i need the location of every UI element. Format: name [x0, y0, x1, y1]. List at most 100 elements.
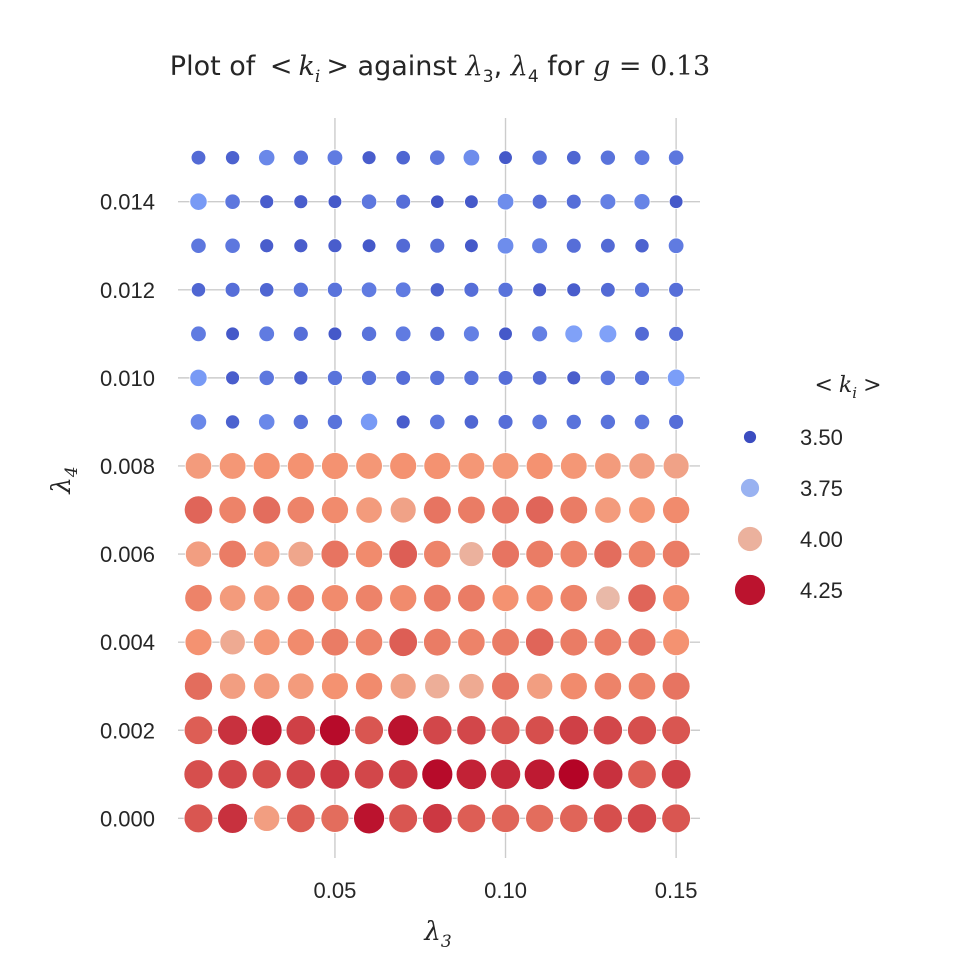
data-point: [559, 495, 588, 525]
y-tick-label: 0.002: [100, 718, 155, 743]
data-point: [497, 414, 514, 430]
data-point: [190, 325, 207, 343]
data-point: [217, 714, 249, 746]
data-point: [633, 149, 651, 166]
data-point: [593, 672, 622, 701]
data-point: [599, 413, 616, 430]
data-point: [326, 369, 343, 386]
data-point: [361, 369, 378, 386]
data-point: [525, 539, 554, 569]
data-point: [458, 541, 485, 567]
data-point: [668, 194, 684, 209]
data-point: [183, 759, 214, 790]
data-point: [360, 281, 378, 299]
data-point: [497, 281, 514, 298]
data-point: [668, 414, 684, 430]
data-point: [668, 149, 685, 166]
data-point: [463, 325, 480, 343]
data-point: [531, 193, 548, 210]
data-point: [627, 627, 657, 657]
data-point: [293, 238, 309, 254]
data-point: [429, 369, 446, 386]
data-point: [389, 672, 417, 700]
data-point: [253, 672, 281, 700]
data-point: [395, 150, 411, 166]
legend: < ki > 3.50 3.75 4.00 4.25: [734, 373, 882, 606]
data-point: [593, 627, 623, 657]
data-point: [253, 804, 281, 832]
data-point: [525, 495, 555, 525]
data-point: [532, 282, 548, 298]
data-point: [661, 671, 691, 701]
data-point: [599, 149, 616, 166]
data-point: [626, 803, 658, 834]
data-point: [565, 193, 582, 210]
data-point: [661, 803, 691, 834]
data-point: [218, 584, 247, 612]
data-point: [662, 628, 690, 657]
data-point: [599, 193, 617, 211]
data-point: [490, 715, 521, 746]
legend-label: 4.00: [800, 527, 843, 552]
legend-title: < ki >: [814, 373, 881, 402]
data-point: [292, 413, 309, 430]
data-point: [557, 758, 590, 791]
data-point: [259, 282, 275, 298]
data-point: [286, 584, 315, 613]
data-point: [627, 672, 657, 701]
data-point: [184, 540, 212, 568]
data-point: [463, 369, 480, 386]
data-point: [560, 452, 588, 480]
x-tick-label: 0.15: [655, 878, 698, 903]
data-point: [666, 368, 686, 388]
data-point: [628, 496, 656, 524]
data-point: [190, 282, 207, 298]
data-point: [219, 672, 247, 700]
data-point: [387, 714, 420, 747]
data-point: [668, 325, 684, 342]
data-point: [531, 325, 548, 343]
data-point: [389, 452, 418, 480]
data-point: [258, 413, 276, 431]
data-point: [429, 413, 446, 431]
data-point: [292, 325, 309, 342]
data-point: [660, 759, 692, 790]
data-point: [285, 715, 317, 746]
data-point: [327, 326, 343, 342]
data-point: [634, 326, 650, 342]
data-point: [326, 149, 344, 166]
data-point: [498, 150, 513, 165]
data-point: [224, 281, 241, 298]
data-point: [389, 496, 417, 524]
data-point: [559, 584, 588, 613]
data-point: [422, 495, 452, 525]
y-tick-label: 0.006: [100, 542, 155, 567]
data-point: [525, 627, 555, 657]
data-point: [559, 627, 588, 657]
data-point: [523, 758, 556, 791]
data-point: [287, 540, 315, 568]
data-point: [224, 193, 241, 210]
data-point: [293, 370, 309, 386]
data-point: [217, 802, 249, 834]
data-point: [463, 281, 480, 298]
data-point: [491, 584, 520, 612]
data-point: [189, 368, 208, 387]
data-point: [286, 452, 315, 480]
data-point: [423, 583, 452, 613]
data-point: [320, 627, 350, 657]
data-point: [634, 281, 650, 298]
data-point: [559, 672, 588, 701]
x-tick-label: 0.05: [314, 878, 357, 903]
data-point: [327, 194, 343, 209]
data-point: [627, 539, 657, 569]
data-point: [592, 758, 624, 790]
data-point: [225, 150, 241, 166]
data-point: [491, 452, 520, 480]
data-point: [593, 539, 623, 569]
data-point: [662, 452, 690, 480]
data-point: [490, 803, 521, 833]
data-point: [320, 803, 350, 833]
data-point: [259, 194, 275, 210]
data-point: [189, 413, 208, 431]
